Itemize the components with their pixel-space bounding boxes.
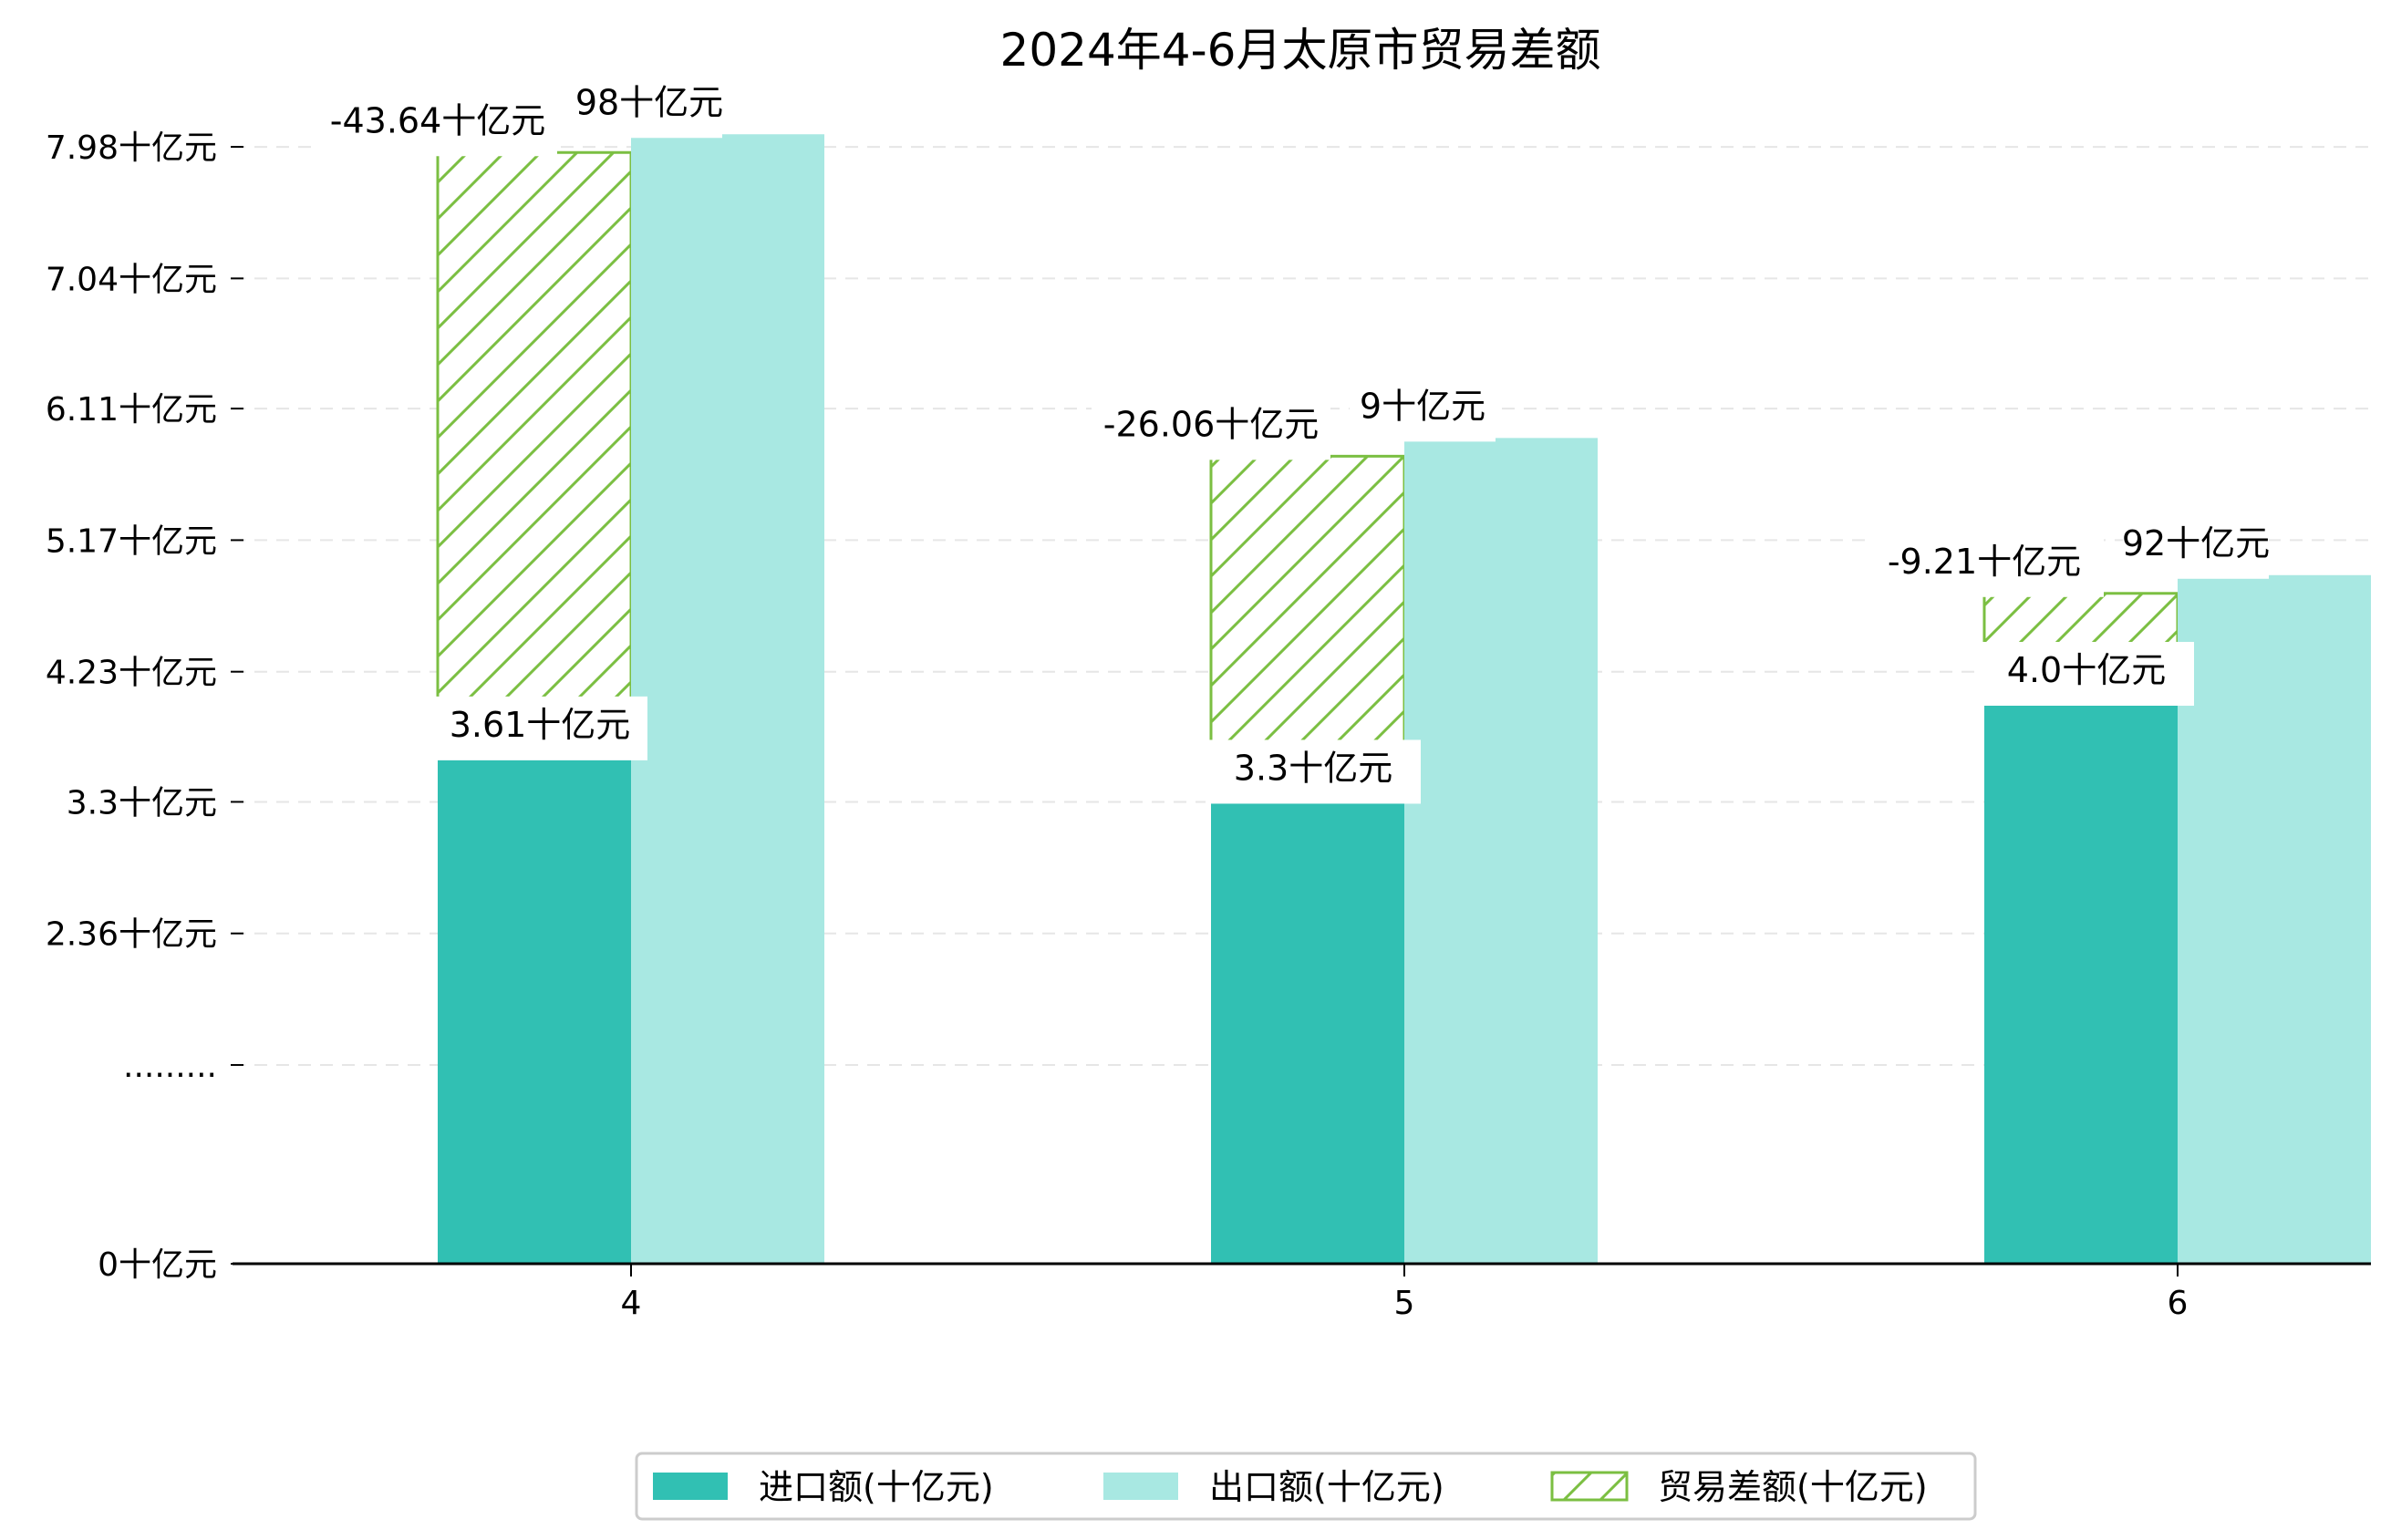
import-bar — [438, 758, 631, 1264]
y-tick-label: 4.23十亿元 — [46, 655, 217, 692]
legend-label-balance: 贸易差额(十亿元) — [1658, 1467, 1928, 1507]
y-axis: 0十亿元......... 2.36十亿元 3.3十亿元 4.23十亿元 5.17十亿元… — [46, 129, 243, 1284]
export-bar — [1404, 438, 1598, 1265]
import-bar — [1984, 704, 2178, 1264]
import-value-label: 4.0十亿元 — [2007, 650, 2166, 690]
x-axis: 4 5 6 — [233, 1262, 2371, 1322]
import-value-label-box — [432, 696, 647, 760]
legend-swatch-import — [653, 1473, 728, 1500]
export-value-label: 98十亿元 — [575, 82, 723, 122]
legend: 进口额(十亿元) 出口额(十亿元) 贸易差额(十亿元) — [635, 1452, 1977, 1521]
legend-label-export: 出口额(十亿元) — [1209, 1467, 1444, 1507]
import-value-label-box — [1206, 739, 1421, 804]
balance-value-label-box — [1865, 532, 2104, 597]
import-value-label: 3.3十亿元 — [1234, 748, 1392, 788]
legend-label-import: 进口额(十亿元) — [759, 1467, 994, 1507]
y-tick-label: 6.11十亿元 — [46, 391, 217, 429]
balance-value-label: -26.06十亿元 — [1103, 404, 1320, 444]
legend-swatch-balance — [1550, 1471, 1629, 1502]
export-value-label-box — [2123, 514, 2269, 579]
x-tick-label: 6 — [2168, 1285, 2189, 1322]
y-tick-label: 5.17十亿元 — [46, 522, 217, 560]
balance-value-label: -43.64十亿元 — [330, 100, 546, 140]
x-tick-label: 4 — [621, 1285, 642, 1322]
export-value-label: 92十亿元 — [2122, 523, 2270, 563]
legend-swatch-export — [1103, 1473, 1178, 1500]
export-value-label-box — [576, 74, 722, 139]
export-bar — [631, 134, 824, 1264]
chart-title: 2024年4-6月太原市贸易差额 — [1000, 24, 1601, 77]
y-tick-label: 3.3十亿元 — [67, 784, 217, 822]
export-bar — [2178, 574, 2371, 1264]
y-tick-label: 2.36十亿元 — [46, 916, 217, 954]
y-tick-label: 0十亿元 — [98, 1246, 217, 1284]
balance-bar — [436, 150, 633, 760]
legend-frame — [635, 1452, 1977, 1521]
import-value-label: 3.61十亿元 — [450, 705, 631, 745]
y-tick-label: 7.98十亿元 — [46, 129, 217, 167]
import-value-label-box — [1979, 642, 2194, 706]
x-tick-label: 5 — [1394, 1285, 1415, 1322]
y-tick-label: ......... — [123, 1048, 217, 1085]
export-value-label-box — [1350, 377, 1496, 442]
balance-value-label-box — [318, 92, 557, 157]
data-labels: 98十亿元 -43.64十亿元 3.61十亿元 9十亿元 -26.06十亿元 3.3十亿元… — [318, 74, 2270, 804]
export-value-label: 9十亿元 — [1360, 386, 1485, 426]
y-tick-label: 7.04十亿元 — [46, 261, 217, 298]
balance-value-label-box — [1092, 396, 1330, 460]
balance-value-label: -9.21十亿元 — [1888, 542, 2081, 582]
import-bar — [1211, 801, 1404, 1264]
